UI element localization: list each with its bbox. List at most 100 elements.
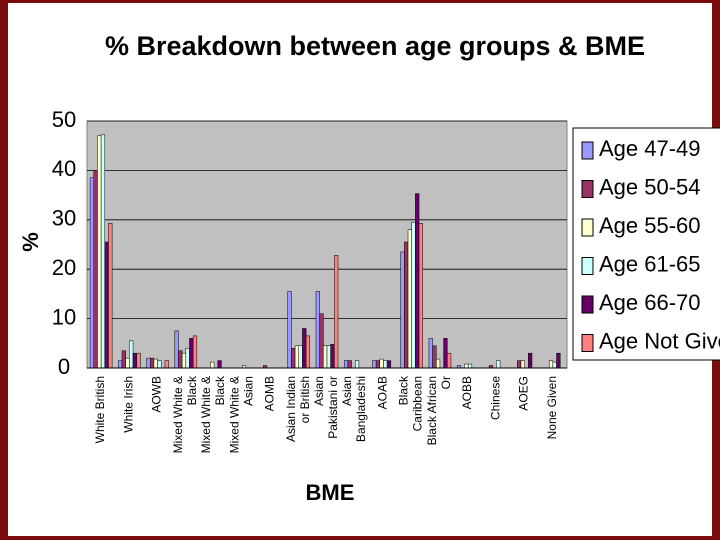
- x-axis-label: BME: [306, 480, 355, 505]
- bar: [189, 338, 194, 369]
- x-tick-label: Chinese: [489, 376, 503, 420]
- bar: [383, 360, 388, 369]
- x-tick-label: Black AfricanOr: [425, 376, 453, 445]
- x-tick-label: Mixed White &Black: [171, 375, 199, 453]
- x-tick-label: Asian Indianor British: [284, 376, 312, 442]
- bar: [404, 241, 409, 369]
- bar: [443, 338, 448, 369]
- legend-swatch: [581, 257, 594, 275]
- bar: [181, 352, 187, 369]
- bar: [97, 135, 102, 369]
- x-tick-label: AOMB: [263, 376, 277, 411]
- bar: [354, 360, 360, 369]
- bar: [132, 352, 137, 369]
- y-tick-label: 40: [52, 156, 76, 181]
- legend-label: Age Not Given: [599, 328, 720, 353]
- legend-swatch: [581, 295, 594, 314]
- legend-label: Age 47-49: [599, 136, 701, 161]
- bar: [178, 350, 183, 369]
- bar: [146, 357, 151, 369]
- bar: [164, 360, 169, 369]
- x-tick-label: AsianBangladeshi: [340, 376, 368, 442]
- bar: [136, 352, 141, 369]
- bar: [548, 360, 554, 369]
- bar: [192, 335, 198, 369]
- bar: [291, 347, 296, 369]
- x-tick-label: AOEG: [517, 376, 531, 411]
- bar: [104, 241, 109, 369]
- bar: [347, 360, 352, 369]
- x-tick-label: White Irish: [122, 376, 136, 433]
- bar: [100, 134, 106, 369]
- bar: [411, 222, 416, 369]
- bar: [118, 360, 123, 369]
- legend-swatch: [581, 334, 594, 352]
- y-tick-label: 20: [52, 255, 76, 280]
- bar: [556, 352, 561, 369]
- bar: [323, 345, 328, 369]
- bar: [302, 328, 307, 369]
- x-tick-label: AOWB: [150, 376, 164, 413]
- bar: [149, 357, 155, 369]
- bar: [400, 251, 405, 369]
- bar: [379, 358, 384, 369]
- legend-label: Age 66-70: [599, 290, 701, 315]
- bar: [447, 352, 452, 369]
- legend-swatch: [581, 141, 594, 160]
- bar: [305, 335, 311, 369]
- bar: [93, 170, 98, 369]
- legend-swatch: [581, 218, 594, 237]
- bar: [343, 360, 349, 369]
- y-tick-label: 50: [52, 107, 76, 132]
- bar: [517, 360, 522, 369]
- bar: [89, 177, 95, 369]
- y-axis-label: %: [18, 232, 43, 252]
- bar: [108, 223, 113, 369]
- bar: [129, 340, 134, 369]
- y-tick-label: 30: [52, 206, 76, 231]
- bar: [210, 361, 215, 369]
- x-tick-label: AOBB: [460, 376, 474, 409]
- x-tick-label: Mixed White &Asian: [227, 376, 255, 453]
- x-tick-label: BlackCaribbean: [397, 375, 425, 431]
- bar: [185, 347, 190, 369]
- x-tick-label: Mixed White &Black: [199, 375, 227, 453]
- bar: [294, 345, 300, 369]
- bar: [467, 363, 473, 369]
- bar: [315, 291, 320, 369]
- x-tick-label: None Given: [545, 376, 559, 439]
- bar: [287, 291, 292, 369]
- bar: [298, 345, 303, 369]
- bar: [436, 358, 441, 369]
- chart-title: % Breakdown between age groups & BME: [105, 31, 645, 61]
- bar: [372, 360, 377, 369]
- x-tick-label: AsianPakistani or: [312, 376, 340, 439]
- bar: [496, 360, 501, 369]
- bar: [552, 361, 557, 369]
- legend-box: [572, 127, 720, 361]
- bar: [326, 345, 331, 369]
- bar: [432, 345, 437, 369]
- bar: [520, 360, 525, 369]
- bar: [157, 360, 162, 369]
- bar: [428, 338, 433, 369]
- bar: [407, 229, 412, 369]
- bar: [174, 330, 179, 369]
- x-tick-label: White British: [93, 376, 107, 443]
- bar: [319, 313, 324, 369]
- bar: [334, 255, 339, 369]
- bar: [125, 357, 130, 369]
- bar: [217, 360, 222, 369]
- bar: [153, 358, 158, 369]
- bar: [375, 360, 381, 369]
- legend-swatch: [581, 180, 594, 198]
- bar: [121, 350, 126, 369]
- bar: [415, 193, 420, 369]
- legend-label: Age 50-54: [599, 174, 701, 199]
- bar: [528, 352, 533, 369]
- bar: [330, 344, 335, 369]
- y-tick-label: 0: [58, 354, 70, 379]
- bar: [464, 363, 469, 369]
- legend-label: Age 61-65: [599, 251, 701, 276]
